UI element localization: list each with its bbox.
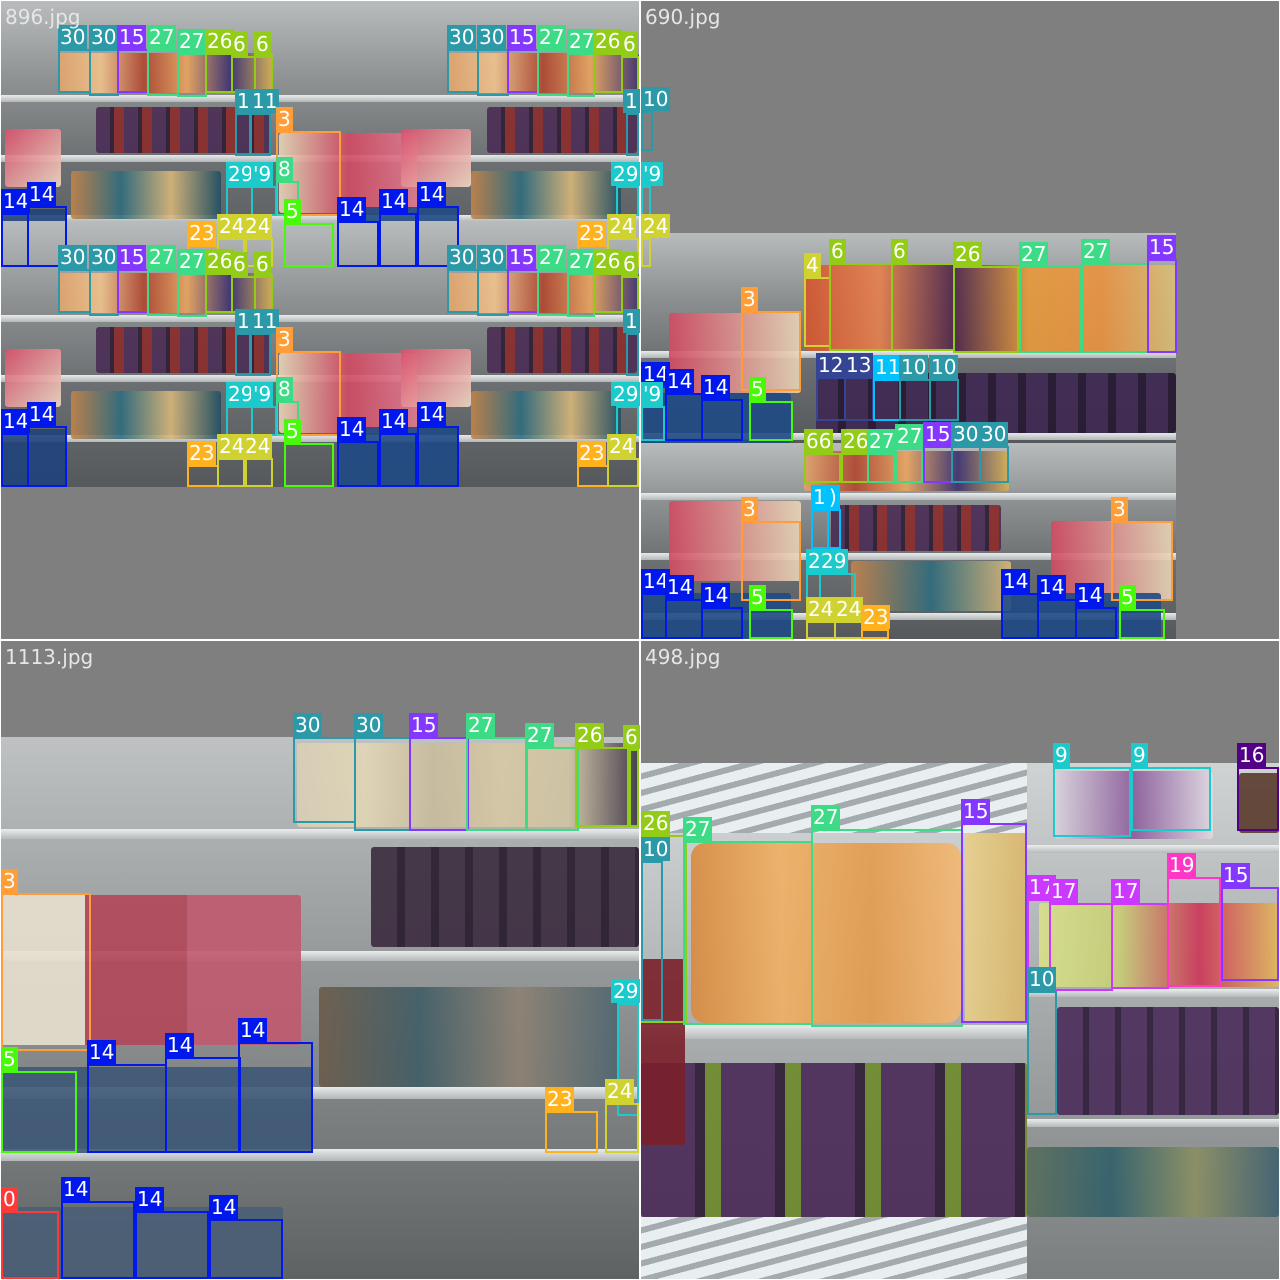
product-bottles	[641, 1063, 1027, 1217]
shelf-rail	[1, 215, 639, 222]
product-bottles	[1057, 1007, 1279, 1115]
tile-filename: 1113.jpg	[5, 645, 94, 669]
product-snacks	[1027, 1147, 1279, 1217]
product-pouches	[1039, 903, 1279, 987]
product-bottles	[487, 107, 637, 153]
shelf-rail	[1027, 1119, 1279, 1127]
product-jars	[58, 53, 273, 93]
shelf-rail	[1027, 845, 1279, 853]
product-jars	[691, 843, 961, 1023]
product-jars	[447, 273, 639, 313]
shelf-rail	[641, 493, 1176, 500]
product-milk-cartons	[641, 393, 791, 443]
product-baking-boxes	[279, 353, 417, 433]
product-milk-cartons	[1, 1067, 313, 1153]
product-bottles	[816, 373, 1176, 433]
tile-filename: 498.jpg	[645, 645, 721, 669]
mosaic-tile-1: 896.jpg	[1, 1, 639, 639]
fridge-grille	[641, 1217, 1027, 1279]
shelf-rail	[641, 351, 1176, 358]
fridge-grille	[641, 763, 1027, 833]
product-jars	[806, 265, 1176, 351]
product-bottles	[96, 107, 271, 153]
product-bottles	[831, 505, 1001, 551]
product-milk-cartons	[1001, 593, 1161, 639]
product-snacks	[471, 391, 621, 439]
product-snacks	[319, 987, 619, 1087]
product-baking-boxes	[1, 895, 301, 1045]
shelf-rail	[641, 553, 1176, 560]
product-snacks	[471, 171, 621, 219]
product-baking-boxes	[669, 501, 801, 581]
scene-896-b	[1, 221, 639, 487]
product-tubs	[1055, 771, 1213, 839]
product-baking-boxes	[669, 313, 801, 393]
shelf-rail	[1, 315, 639, 322]
product-baking-boxes	[5, 129, 61, 187]
product-bottles	[641, 959, 685, 1145]
product-baking-boxes	[1051, 521, 1173, 601]
tile-filename: 896.jpg	[5, 5, 81, 29]
scene-498-a	[641, 763, 1027, 1217]
product-bottles	[96, 327, 271, 373]
shelf-rail	[1, 951, 639, 961]
shelf-rail	[641, 613, 1176, 620]
product-milk-cartons	[641, 593, 791, 639]
scene-498-b	[1027, 763, 1279, 1279]
mosaic-tile-3: 1113.jpg	[1, 641, 639, 1279]
shelf-rail	[1, 829, 639, 839]
scene-690-a	[641, 233, 1176, 443]
product-baking-boxes	[401, 349, 471, 407]
product-baking-boxes	[279, 133, 417, 213]
shelf-rail	[641, 1025, 1027, 1039]
product-snacks	[71, 391, 221, 439]
product-milk-cartons	[1, 429, 67, 487]
product-baking-boxes	[401, 129, 471, 187]
product-snacks	[851, 561, 1011, 611]
shelf-rail	[1, 95, 639, 102]
scene-1113	[1, 737, 639, 1279]
product-snacks	[71, 171, 221, 219]
mosaic-tile-4: 498.jpg	[641, 641, 1279, 1279]
product-jars	[804, 451, 1009, 491]
product-jars	[965, 833, 1027, 1023]
product-milk-cartons	[337, 427, 459, 487]
product-jars	[58, 273, 273, 313]
product-tubs	[1239, 773, 1279, 833]
shelf-rail	[1, 435, 639, 442]
tile-filename: 690.jpg	[645, 5, 721, 29]
product-milk-cartons	[1, 1207, 283, 1279]
product-jars	[297, 743, 637, 827]
product-bottles	[371, 847, 639, 947]
product-bottles	[487, 327, 637, 373]
mosaic-tile-2: 690.jpg	[641, 1, 1279, 639]
product-jars	[447, 53, 639, 93]
shelf-rail	[1027, 989, 1279, 997]
product-baking-boxes	[5, 349, 61, 407]
scene-690-b	[641, 443, 1176, 639]
